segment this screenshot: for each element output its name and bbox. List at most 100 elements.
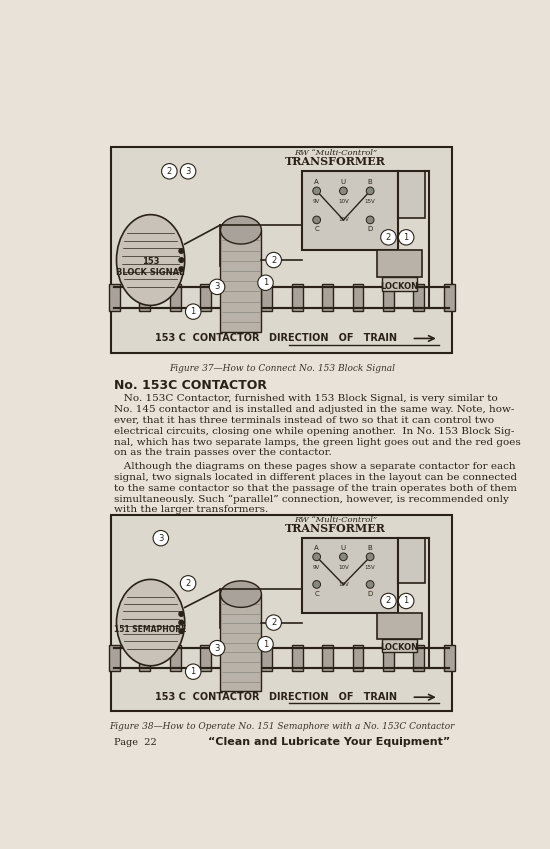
- Circle shape: [266, 615, 282, 630]
- Text: 1: 1: [191, 307, 196, 316]
- Bar: [200, 645, 211, 671]
- Bar: [383, 284, 394, 311]
- Circle shape: [210, 640, 225, 655]
- Circle shape: [313, 216, 321, 224]
- Text: nal, which has two separate lamps, the green light goes out and the red goes: nal, which has two separate lamps, the g…: [114, 437, 520, 447]
- Text: “Clean and Lubricate Your Equipment”: “Clean and Lubricate Your Equipment”: [208, 737, 450, 747]
- Text: 3: 3: [158, 534, 163, 543]
- Text: 2: 2: [185, 579, 191, 588]
- Text: C: C: [314, 591, 319, 597]
- Text: 153
BLOCK SIGNAL: 153 BLOCK SIGNAL: [117, 257, 185, 277]
- Text: RW “Multi-Control”: RW “Multi-Control”: [294, 149, 377, 157]
- Text: 9V: 9V: [313, 199, 320, 204]
- Bar: [111, 147, 452, 353]
- Bar: [444, 284, 455, 311]
- Circle shape: [339, 553, 347, 560]
- Ellipse shape: [117, 215, 185, 306]
- Bar: [414, 645, 424, 671]
- Circle shape: [258, 637, 273, 652]
- Bar: [109, 284, 120, 311]
- Text: 1: 1: [404, 597, 409, 605]
- Bar: [444, 645, 455, 671]
- Bar: [302, 538, 398, 613]
- Bar: [111, 514, 452, 711]
- Text: A: A: [314, 179, 319, 185]
- Text: 15V: 15V: [365, 565, 376, 570]
- Circle shape: [179, 621, 184, 625]
- Bar: [221, 594, 261, 691]
- Circle shape: [366, 553, 374, 560]
- Text: ever, that it has three terminals instead of two so that it can control two: ever, that it has three terminals instea…: [114, 416, 494, 425]
- Text: 1: 1: [404, 233, 409, 242]
- Text: DIRECTION   OF   TRAIN: DIRECTION OF TRAIN: [269, 334, 397, 344]
- Text: A: A: [314, 545, 319, 551]
- Text: 10V: 10V: [338, 582, 349, 587]
- Circle shape: [179, 258, 184, 262]
- Circle shape: [313, 553, 321, 560]
- Text: B: B: [368, 545, 372, 551]
- Bar: [382, 277, 417, 290]
- Text: 3: 3: [214, 283, 220, 291]
- Text: 153 C  CONTACTOR: 153 C CONTACTOR: [155, 334, 259, 344]
- Text: LOCKON: LOCKON: [381, 282, 419, 290]
- Text: Page  22: Page 22: [114, 738, 156, 747]
- Circle shape: [185, 304, 201, 319]
- Text: signal, two signals located in different places in the layout can be connected: signal, two signals located in different…: [114, 473, 517, 482]
- Circle shape: [179, 629, 184, 633]
- Bar: [109, 645, 120, 671]
- Text: 2: 2: [271, 256, 276, 265]
- Bar: [377, 250, 422, 277]
- Text: 151 SEMAPHORE: 151 SEMAPHORE: [114, 625, 187, 633]
- Circle shape: [179, 611, 184, 616]
- Circle shape: [381, 229, 396, 245]
- Text: TRANSFORMER: TRANSFORMER: [285, 523, 386, 534]
- Text: Although the diagrams on these pages show a separate contactor for each: Although the diagrams on these pages sho…: [114, 462, 515, 471]
- Text: 3: 3: [185, 166, 191, 176]
- Ellipse shape: [117, 579, 185, 666]
- Text: electrical circuits, closing one while opening another.  In No. 153 Block Sig-: electrical circuits, closing one while o…: [114, 427, 514, 436]
- Bar: [322, 284, 333, 311]
- Text: 1: 1: [191, 667, 196, 676]
- Bar: [382, 638, 417, 652]
- Bar: [231, 284, 241, 311]
- Bar: [292, 284, 302, 311]
- Circle shape: [266, 252, 282, 267]
- Ellipse shape: [221, 581, 261, 607]
- Bar: [377, 613, 422, 638]
- Text: D: D: [367, 591, 373, 597]
- Text: to the same contactor so that the passage of the train operates both of them: to the same contactor so that the passag…: [114, 484, 516, 492]
- Text: 2: 2: [271, 618, 276, 627]
- Text: 10V: 10V: [338, 565, 349, 570]
- Text: DIRECTION   OF   TRAIN: DIRECTION OF TRAIN: [269, 692, 397, 702]
- Text: 2: 2: [167, 166, 172, 176]
- Circle shape: [179, 249, 184, 253]
- Circle shape: [180, 164, 196, 179]
- Text: 15V: 15V: [365, 199, 376, 204]
- Text: 1: 1: [263, 278, 268, 287]
- Text: 1: 1: [263, 639, 268, 649]
- Bar: [140, 284, 150, 311]
- Bar: [170, 645, 181, 671]
- Text: C: C: [314, 226, 319, 232]
- Circle shape: [398, 229, 414, 245]
- Text: 3: 3: [214, 644, 220, 653]
- Text: simultaneously. Such “parallel” connection, however, is recommended only: simultaneously. Such “parallel” connecti…: [114, 495, 509, 504]
- Circle shape: [366, 216, 374, 224]
- Text: with the larger transformers.: with the larger transformers.: [114, 505, 268, 514]
- Ellipse shape: [221, 216, 261, 244]
- Bar: [353, 284, 364, 311]
- Text: No. 153C Contactor, furnished with 153 Block Signal, is very similar to: No. 153C Contactor, furnished with 153 B…: [114, 395, 497, 403]
- Text: U: U: [341, 545, 346, 551]
- Text: 10V: 10V: [338, 199, 349, 204]
- Bar: [170, 284, 181, 311]
- Bar: [398, 538, 425, 583]
- Circle shape: [366, 581, 374, 588]
- Text: B: B: [368, 179, 372, 185]
- Circle shape: [179, 267, 184, 272]
- Text: TRANSFORMER: TRANSFORMER: [285, 156, 386, 167]
- Text: 9V: 9V: [313, 565, 320, 570]
- Circle shape: [180, 576, 196, 591]
- Bar: [140, 645, 150, 671]
- Text: 2: 2: [386, 597, 391, 605]
- Bar: [231, 645, 241, 671]
